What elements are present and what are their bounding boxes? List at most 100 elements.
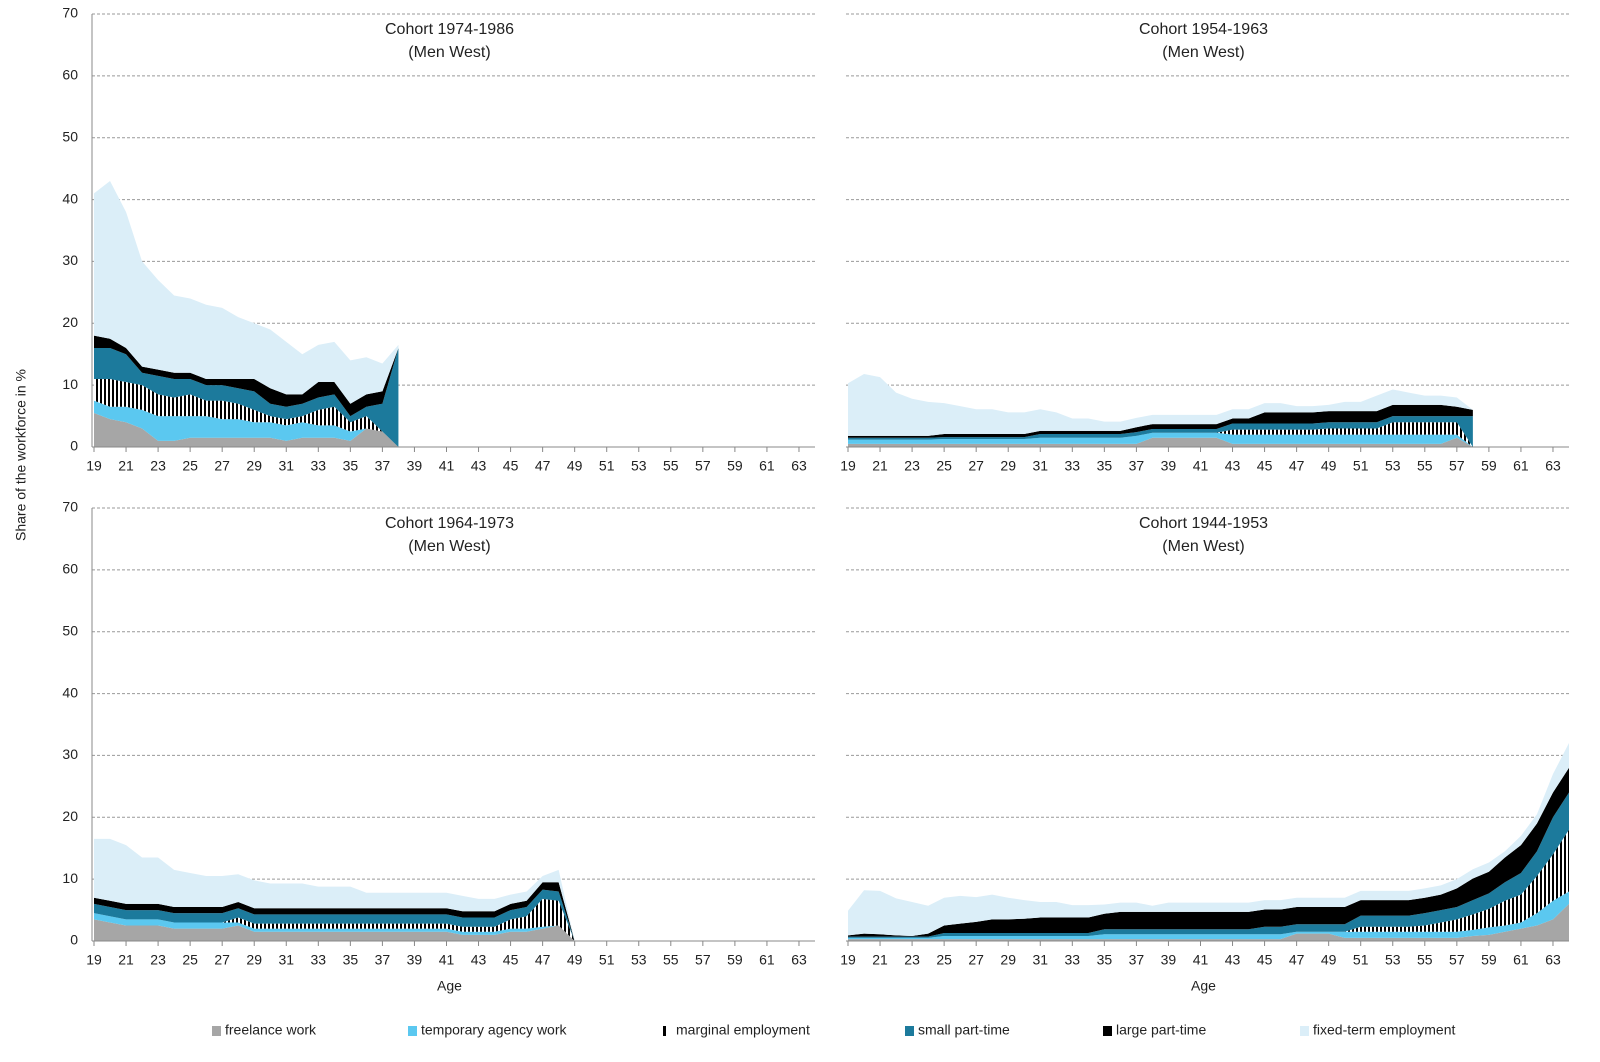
area <box>848 432 1473 447</box>
x-tick-label: 57 <box>695 458 711 474</box>
legend-label: small part-time <box>918 1022 1010 1038</box>
x-tick-label: 27 <box>968 458 984 474</box>
x-tick-label: 19 <box>840 458 856 474</box>
y-tick-label: 30 <box>62 746 78 762</box>
area <box>94 882 575 941</box>
x-tick-label: 49 <box>1321 458 1337 474</box>
x-tick-label: 39 <box>1161 458 1177 474</box>
x-tick-label: 49 <box>567 952 583 968</box>
x-tick-label: 31 <box>278 952 294 968</box>
area <box>94 913 575 941</box>
x-tick-label: 43 <box>471 952 487 968</box>
area <box>94 400 399 447</box>
x-tick-label: 23 <box>904 458 920 474</box>
x-tick-label: 31 <box>278 458 294 474</box>
x-tick-label: 59 <box>727 952 743 968</box>
y-tick-label: 0 <box>70 438 78 454</box>
x-tick-label: 37 <box>375 458 391 474</box>
legend-label: marginal employment <box>676 1022 810 1038</box>
chart-title: Cohort 1954-1963 <box>1139 21 1268 38</box>
x-tick-label: 45 <box>503 952 519 968</box>
chart-title: Cohort 1944-1953 <box>1139 515 1268 532</box>
area <box>848 422 1473 447</box>
x-tick-label: 25 <box>182 458 198 474</box>
x-tick-label: 51 <box>599 458 615 474</box>
x-axis-label: Age <box>437 978 462 994</box>
x-tick-label: 47 <box>1289 458 1305 474</box>
chart-subtitle: (Men West) <box>408 538 490 555</box>
y-axis-label: Share of the workforce in % <box>13 369 29 541</box>
x-tick-label: 53 <box>631 952 647 968</box>
x-tick-label: 57 <box>1449 952 1465 968</box>
area <box>94 838 575 941</box>
x-tick-label: 49 <box>1321 952 1337 968</box>
y-tick-label: 70 <box>62 499 78 515</box>
x-tick-label: 31 <box>1032 458 1048 474</box>
y-tick-label: 50 <box>62 128 78 144</box>
x-tick-label: 53 <box>1385 458 1401 474</box>
x-tick-label: 27 <box>214 952 230 968</box>
x-tick-label: 25 <box>182 952 198 968</box>
x-tick-label: 23 <box>150 952 166 968</box>
x-tick-label: 55 <box>1417 458 1433 474</box>
x-tick-label: 23 <box>904 952 920 968</box>
x-tick-label: 57 <box>695 952 711 968</box>
x-tick-label: 47 <box>535 952 551 968</box>
x-tick-label: 45 <box>1257 458 1273 474</box>
y-tick-label: 60 <box>62 561 78 577</box>
legend-swatch <box>408 1026 417 1036</box>
x-tick-label: 25 <box>936 952 952 968</box>
x-tick-label: 61 <box>1513 458 1529 474</box>
x-tick-label: 53 <box>1385 952 1401 968</box>
area <box>848 903 1569 941</box>
x-tick-label: 49 <box>567 458 583 474</box>
chart-title: Cohort 1964-1973 <box>385 515 514 532</box>
x-tick-label: 57 <box>1449 458 1465 474</box>
x-tick-label: 63 <box>1545 952 1561 968</box>
y-tick-label: 70 <box>62 5 78 21</box>
legend-swatch <box>663 1026 666 1036</box>
x-tick-label: 43 <box>1225 458 1241 474</box>
chart-title: Cohort 1974-1986 <box>385 21 514 38</box>
chart-subtitle: (Men West) <box>1162 44 1244 61</box>
area <box>94 889 575 941</box>
y-tick-label: 30 <box>62 252 78 268</box>
x-tick-label: 63 <box>1545 458 1561 474</box>
x-tick-label: 21 <box>118 952 134 968</box>
area <box>848 437 1473 447</box>
x-tick-label: 45 <box>503 458 519 474</box>
x-tick-label: 45 <box>1257 952 1273 968</box>
x-tick-label: 23 <box>150 458 166 474</box>
x-tick-label: 37 <box>375 952 391 968</box>
x-tick-label: 35 <box>1097 952 1113 968</box>
x-tick-label: 61 <box>759 458 775 474</box>
x-tick-label: 29 <box>246 458 262 474</box>
x-tick-label: 33 <box>311 952 327 968</box>
x-tick-label: 21 <box>118 458 134 474</box>
x-tick-label: 43 <box>1225 952 1241 968</box>
legend-swatch <box>1103 1026 1112 1036</box>
x-tick-label: 37 <box>1129 952 1145 968</box>
y-tick-label: 10 <box>62 870 78 886</box>
area <box>848 374 1473 436</box>
legend-label: temporary agency work <box>421 1022 568 1038</box>
x-tick-label: 27 <box>968 952 984 968</box>
x-tick-label: 61 <box>1513 952 1529 968</box>
x-tick-label: 55 <box>1417 952 1433 968</box>
x-tick-label: 27 <box>214 458 230 474</box>
y-tick-label: 20 <box>62 808 78 824</box>
x-tick-label: 35 <box>343 952 359 968</box>
y-tick-label: 60 <box>62 67 78 83</box>
x-tick-label: 41 <box>1193 458 1209 474</box>
legend-swatch <box>1300 1026 1309 1036</box>
legend-label: fixed-term employment <box>1313 1022 1455 1038</box>
x-tick-label: 63 <box>791 952 807 968</box>
legend-label: large part-time <box>1116 1022 1206 1038</box>
y-tick-label: 20 <box>62 314 78 330</box>
area <box>848 416 1473 447</box>
x-tick-label: 59 <box>727 458 743 474</box>
x-tick-label: 51 <box>1353 458 1369 474</box>
x-tick-label: 59 <box>1481 458 1497 474</box>
area <box>848 743 1569 937</box>
x-tick-label: 47 <box>1289 952 1305 968</box>
